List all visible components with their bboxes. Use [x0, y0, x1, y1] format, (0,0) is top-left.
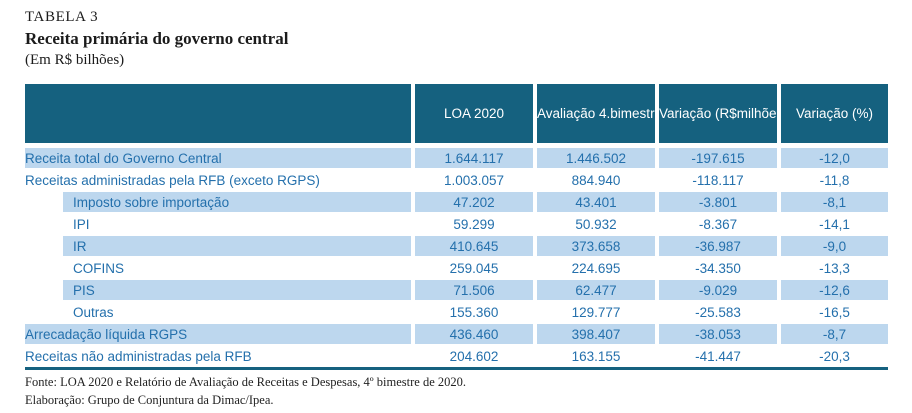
cell-loa: 410.645 [415, 236, 537, 258]
cell-avaliacao: 62.477 [537, 280, 659, 302]
cell-variacao-pct: -12,6 [781, 280, 888, 302]
cell-loa: 259.045 [415, 258, 537, 280]
cell-variacao-rs: -34.350 [659, 258, 781, 280]
cell-variacao-rs: -25.583 [659, 302, 781, 324]
revenue-table: LOA 2020 Avaliação 4.bimestre 2020 Varia… [25, 84, 888, 368]
cell-variacao-rs: -9.029 [659, 280, 781, 302]
cell-avaliacao: 373.658 [537, 236, 659, 258]
cell-loa: 71.506 [415, 280, 537, 302]
cell-avaliacao: 398.407 [537, 324, 659, 346]
indent-cell [25, 280, 63, 302]
source-note: Fonte: LOA 2020 e Relatório de Avaliação… [25, 375, 467, 389]
cell-variacao-pct: -20,3 [781, 346, 888, 368]
footer: Fonte: LOA 2020 e Relatório de Avaliação… [25, 373, 466, 409]
column-header-avaliacao: Avaliação 4.bimestre 2020 [537, 84, 659, 148]
column-header-variacao-rs: Variação (R$milhões) [659, 84, 781, 148]
table-row: Arrecadação líquida RGPS 436.460 398.407… [25, 324, 888, 346]
table-row: IR 410.645 373.658 -36.987 -9,0 [25, 236, 888, 258]
cell-variacao-pct: -8,7 [781, 324, 888, 346]
cell-variacao-rs: -38.053 [659, 324, 781, 346]
cell-variacao-pct: -14,1 [781, 214, 888, 236]
cell-loa: 1.644.117 [415, 148, 537, 170]
indent-cell [25, 214, 63, 236]
table-row: IPI 59.299 50.932 -8.367 -14,1 [25, 214, 888, 236]
table-row: Imposto sobre importação 47.202 43.401 -… [25, 192, 888, 214]
cell-variacao-pct: -16,5 [781, 302, 888, 324]
column-header-empty [25, 84, 415, 148]
cell-avaliacao: 129.777 [537, 302, 659, 324]
cell-loa: 155.360 [415, 302, 537, 324]
indent-cell [25, 302, 63, 324]
cell-loa: 436.460 [415, 324, 537, 346]
title-block: TABELA 3 Receita primária do governo cen… [25, 7, 288, 71]
header-row: LOA 2020 Avaliação 4.bimestre 2020 Varia… [25, 84, 888, 148]
table-number: TABELA 3 [25, 9, 99, 25]
cell-avaliacao: 1.446.502 [537, 148, 659, 170]
row-label: Receitas não administradas pela RFB [25, 346, 415, 368]
cell-variacao-pct: -9,0 [781, 236, 888, 258]
row-label: IPI [63, 214, 415, 236]
cell-variacao-pct: -13,3 [781, 258, 888, 280]
page-subtitle: (Em R$ bilhões) [25, 52, 125, 68]
cell-loa: 59.299 [415, 214, 537, 236]
cell-variacao-rs: -8.367 [659, 214, 781, 236]
cell-loa: 204.602 [415, 346, 537, 368]
row-label: Outras [63, 302, 415, 324]
column-header-variacao-pct: Variação (%) [781, 84, 888, 148]
elaboration-note: Elaboração: Grupo de Conjuntura da Dimac… [25, 393, 274, 407]
cell-variacao-pct: -12,0 [781, 148, 888, 170]
cell-variacao-rs: -197.615 [659, 148, 781, 170]
table-bottom-rule [25, 367, 888, 370]
cell-avaliacao: 884.940 [537, 170, 659, 192]
row-label: Receita total do Governo Central [25, 148, 415, 170]
row-label: Receitas administradas pela RFB (exceto … [25, 170, 415, 192]
indent-cell [25, 192, 63, 214]
cell-variacao-pct: -11,8 [781, 170, 888, 192]
row-label: Arrecadação líquida RGPS [25, 324, 415, 346]
table-row: Outras 155.360 129.777 -25.583 -16,5 [25, 302, 888, 324]
row-label: COFINS [63, 258, 415, 280]
indent-cell [25, 236, 63, 258]
table-row: Receitas não administradas pela RFB 204.… [25, 346, 888, 368]
indent-cell [25, 258, 63, 280]
table-row: Receitas administradas pela RFB (exceto … [25, 170, 888, 192]
cell-variacao-rs: -36.987 [659, 236, 781, 258]
cell-loa: 1.003.057 [415, 170, 537, 192]
table-row: PIS 71.506 62.477 -9.029 -12,6 [25, 280, 888, 302]
row-label: PIS [63, 280, 415, 302]
cell-avaliacao: 163.155 [537, 346, 659, 368]
column-header-loa: LOA 2020 [415, 84, 537, 148]
cell-avaliacao: 43.401 [537, 192, 659, 214]
table-row: Receita total do Governo Central 1.644.1… [25, 148, 888, 170]
cell-variacao-rs: -41.447 [659, 346, 781, 368]
cell-variacao-rs: -118.117 [659, 170, 781, 192]
cell-variacao-rs: -3.801 [659, 192, 781, 214]
row-label: Imposto sobre importação [63, 192, 415, 214]
cell-loa: 47.202 [415, 192, 537, 214]
row-label: IR [63, 236, 415, 258]
cell-variacao-pct: -8,1 [781, 192, 888, 214]
page-title: Receita primária do governo central [25, 29, 289, 48]
table-row: COFINS 259.045 224.695 -34.350 -13,3 [25, 258, 888, 280]
cell-avaliacao: 50.932 [537, 214, 659, 236]
cell-avaliacao: 224.695 [537, 258, 659, 280]
